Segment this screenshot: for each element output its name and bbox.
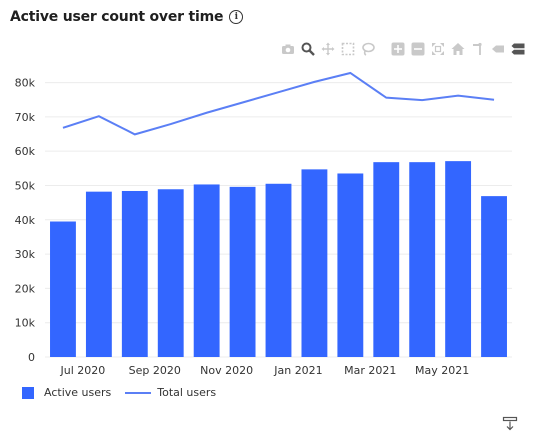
point-total-users-2020-07[interactable] <box>95 112 103 120</box>
zoom-out-icon[interactable] <box>411 42 425 56</box>
bar-active-users-2021-02[interactable] <box>337 173 364 357</box>
autoscale-icon[interactable] <box>431 42 445 56</box>
point-total-users-2021-06[interactable] <box>490 96 498 104</box>
bar-active-users-2021-05[interactable] <box>445 161 472 357</box>
legend-item-total-users[interactable]: Total users <box>125 386 216 399</box>
zoom-in-icon[interactable] <box>391 42 405 56</box>
line-total-users[interactable] <box>62 71 495 136</box>
legend-swatch-line <box>125 391 152 394</box>
bar-active-users-2020-07[interactable] <box>85 191 112 357</box>
point-total-users-2020-08[interactable] <box>131 130 139 138</box>
x-axis: Jul 2020 Sep 2020 Nov 2020 Jan 2021 Mar 2021… <box>60 364 470 377</box>
bar-active-users-2020-12[interactable] <box>265 183 292 357</box>
bar-active-users-2020-09[interactable] <box>157 189 184 357</box>
lasso-select-icon[interactable] <box>361 42 375 56</box>
chart-title: Active user count over time <box>10 9 224 25</box>
hover-compare-icon[interactable] <box>511 42 525 56</box>
y-axis: 0 10k 20k 30k 40k 50k 60k 70k 80k <box>15 77 36 364</box>
title-row: Active user count over time i <box>10 9 244 25</box>
spike-lines-icon[interactable] <box>471 42 485 56</box>
camera-icon[interactable] <box>281 42 295 56</box>
x-tick-label: May 2021 <box>415 364 469 377</box>
legend-item-active-users[interactable]: Active users <box>22 386 111 399</box>
pan-icon[interactable] <box>321 42 335 56</box>
y-tick-label: 20k <box>15 282 36 295</box>
legend-label-total-users: Total users <box>157 386 217 399</box>
bar-active-users-2020-11[interactable] <box>229 186 256 357</box>
bar-series[interactable] <box>50 161 507 357</box>
x-tick-label: Nov 2020 <box>200 364 253 377</box>
legend-swatch-bar <box>22 386 34 399</box>
point-total-users-2021-04[interactable] <box>418 96 426 104</box>
y-tick-label: 60k <box>15 145 36 158</box>
bar-active-users-2021-01[interactable] <box>301 169 328 357</box>
y-tick-label: 30k <box>15 248 36 261</box>
y-tick-label: 10k <box>15 317 36 330</box>
y-tick-label: 0 <box>28 351 35 364</box>
x-tick-label: Jan 2021 <box>273 364 322 377</box>
point-total-users-2021-03[interactable] <box>382 94 390 102</box>
point-total-users-2020-12[interactable] <box>275 88 283 96</box>
zoom-icon[interactable] <box>301 42 315 56</box>
bar-active-users-2020-10[interactable] <box>193 184 220 357</box>
x-tick-label: Mar 2021 <box>344 364 396 377</box>
point-total-users-2021-02[interactable] <box>346 69 354 77</box>
point-total-users-2021-05[interactable] <box>454 92 462 100</box>
info-icon[interactable]: i <box>229 10 244 24</box>
reset-axes-icon[interactable] <box>451 42 465 56</box>
modebar <box>281 42 525 56</box>
y-tick-label: 50k <box>15 179 36 192</box>
point-total-users-2020-06[interactable] <box>59 124 67 132</box>
y-tick-label: 80k <box>15 77 36 90</box>
x-tick-label: Sep 2020 <box>129 364 181 377</box>
legend: Active users Total users <box>22 386 230 399</box>
bar-active-users-2021-04[interactable] <box>409 162 436 357</box>
download-icon[interactable] <box>502 416 518 432</box>
box-select-icon[interactable] <box>341 42 355 56</box>
point-total-users-2020-10[interactable] <box>203 109 211 117</box>
hover-closest-icon[interactable] <box>491 42 505 56</box>
point-total-users-2020-09[interactable] <box>167 120 175 128</box>
point-total-users-2020-11[interactable] <box>239 98 247 106</box>
bar-active-users-2021-03[interactable] <box>373 162 400 357</box>
y-tick-label: 40k <box>15 214 36 227</box>
bar-active-users-2020-06[interactable] <box>50 221 76 357</box>
y-tick-label: 70k <box>15 111 36 124</box>
x-tick-label: Jul 2020 <box>60 364 106 377</box>
point-total-users-2021-01[interactable] <box>310 78 318 86</box>
bar-active-users-2021-06[interactable] <box>481 196 507 357</box>
legend-label-active-users: Active users <box>44 386 112 399</box>
line-series[interactable] <box>59 69 498 138</box>
bar-active-users-2020-08[interactable] <box>121 190 148 357</box>
